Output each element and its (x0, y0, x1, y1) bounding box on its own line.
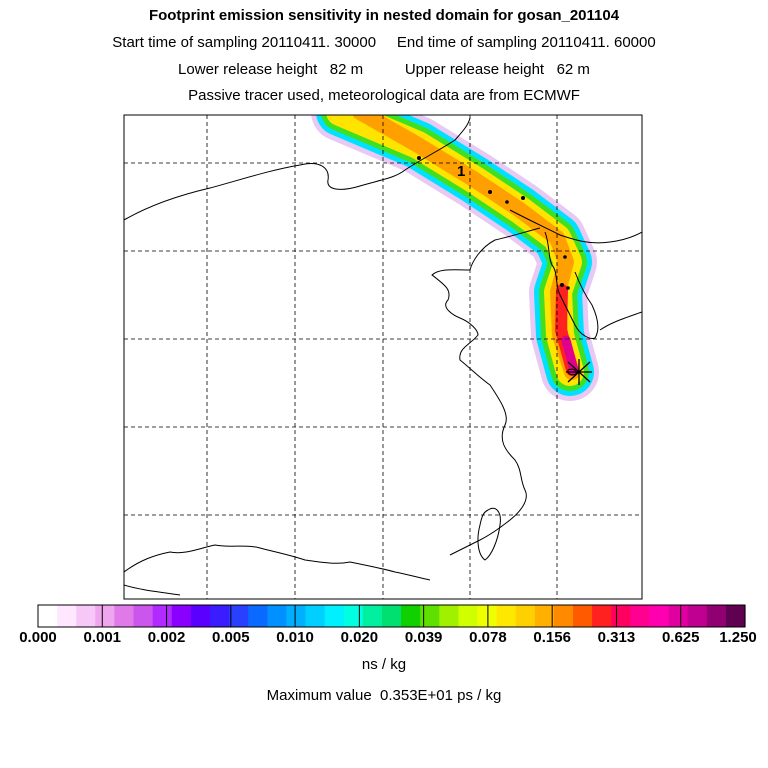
colorbar-swatch (630, 605, 651, 627)
colorbar-swatch (114, 605, 135, 627)
colorbar-tick-label: 0.078 (469, 629, 507, 646)
colorbar-swatch (649, 605, 670, 627)
colorbar-tick-label: 0.313 (597, 629, 636, 646)
colorbar-swatch (515, 605, 536, 627)
colorbar-swatch (324, 605, 345, 627)
plume-point (488, 190, 492, 194)
colorbar-tick-label: 0.625 (661, 629, 700, 646)
colorbar-swatch (95, 605, 116, 627)
colorbar-tick-label: 0.039 (404, 629, 443, 646)
plume-point (417, 156, 421, 160)
colorbar-swatch (458, 605, 479, 627)
colorbar-tick-label: 0.156 (533, 629, 571, 646)
plume-core-magenta (561, 335, 579, 375)
title-line-2: Start time of sampling 20110411. 30000 E… (112, 34, 656, 51)
colorbar-tick-label: 0.000 (19, 629, 57, 646)
plume-point (563, 255, 567, 259)
colorbar-swatch (534, 605, 555, 627)
title-line-1: Footprint emission sensitivity in nested… (148, 7, 620, 24)
border-china-korea (509, 209, 642, 244)
colorbar-swatch (496, 605, 517, 627)
colorbar-swatch (190, 605, 211, 627)
colorbar-swatch (706, 605, 727, 627)
plume-label: 1 (457, 163, 465, 180)
border-vietnam (124, 584, 181, 596)
title-line-4: Passive tracer used, meteorological data… (188, 87, 580, 104)
colorbar-swatch (439, 605, 459, 627)
map-frame (123, 114, 643, 600)
colorbar-swatch (668, 605, 689, 627)
coastline-bohai (124, 163, 406, 221)
colorbar-tick-label: 0.001 (83, 629, 122, 646)
colorbar-swatch (152, 605, 173, 627)
colorbar-swatch (401, 605, 421, 627)
colorbar-swatch (381, 605, 402, 627)
colorbar-swatch (229, 605, 249, 627)
colorbar-swatch (592, 605, 612, 627)
coastline-japan-west (599, 311, 642, 331)
title-line-3: Lower release height 82 m Upper release … (178, 61, 590, 78)
colorbar-swatch (133, 605, 154, 627)
plume-point (505, 200, 509, 204)
island-taiwan (477, 507, 501, 561)
colorbar-tick-label: 1.250 (719, 629, 757, 646)
maximum-value: Maximum value 0.353E+01 ps / kg (266, 687, 502, 704)
colorbar-swatch (420, 605, 440, 627)
border-north (404, 117, 471, 171)
colorbar-swatch (209, 605, 230, 627)
receptor-star-icon (566, 359, 592, 385)
colorbar-swatch (343, 605, 364, 627)
colorbar-tick-label: 0.020 (340, 629, 379, 646)
coastline-china-east (431, 227, 541, 556)
plume-point (560, 283, 564, 287)
plume-point (566, 286, 570, 290)
coastline-south (124, 544, 431, 581)
colorbar-swatch (362, 605, 383, 627)
colorbar-swatch (286, 605, 307, 627)
colorbar-swatch (573, 605, 593, 627)
colorbar-swatch (171, 605, 192, 627)
colorbar-swatch (611, 605, 631, 627)
colorbar-swatch (267, 605, 288, 627)
colorbar-units: ns / kg (361, 656, 407, 673)
colorbar-swatch (38, 605, 58, 627)
colorbar-swatch (248, 605, 268, 627)
colorbar-tick-label: 0.005 (212, 629, 250, 646)
colorbar-swatch (553, 605, 574, 627)
plume-point (521, 196, 525, 200)
colorbar-swatch (76, 605, 96, 627)
colorbar-swatch (687, 605, 708, 627)
colorbar-frame (37, 604, 746, 628)
colorbar-swatch (477, 605, 498, 627)
colorbar-swatch (57, 605, 77, 627)
coastline-korea (544, 231, 599, 339)
colorbar-swatch (725, 605, 746, 627)
colorbar-swatch (305, 605, 326, 627)
colorbar-tick-label: 0.010 (276, 629, 314, 646)
colorbar-tick-label: 0.002 (147, 629, 186, 646)
